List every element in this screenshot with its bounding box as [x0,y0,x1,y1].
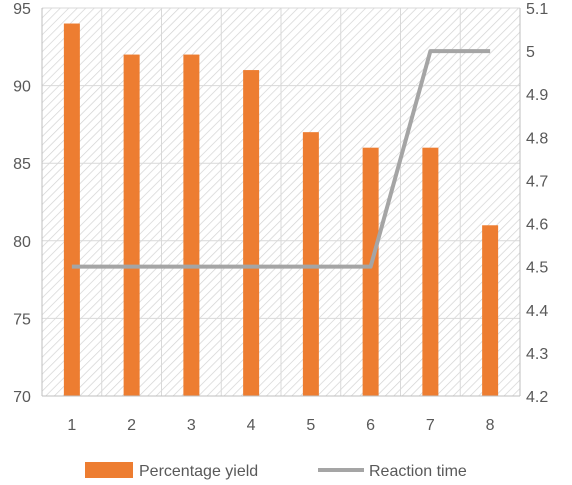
y-left-tick-label: 85 [13,156,31,173]
y-right-tick-label: 4.4 [526,303,548,320]
y-left-tick-label: 95 [13,1,31,18]
y-right-tick-label: 4.7 [526,173,548,190]
bar [183,54,200,397]
y-left-tick-label: 90 [13,79,31,96]
y-right-tick-label: 4.3 [526,346,548,363]
series-line-reaction-time [71,49,491,269]
bar-series [63,23,499,397]
y-left-tick-label: 80 [13,234,31,251]
y-left-tick-label: 70 [13,389,31,406]
legend: Percentage yield Reaction time [85,462,467,480]
bar [243,70,260,396]
x-tick-label: 2 [127,417,136,434]
x-tick-label: 7 [426,417,435,434]
x-tick-label: 4 [247,417,256,434]
line-series [71,49,491,269]
axes: 7075808590954.24.34.44.54.64.74.84.955.1… [13,1,548,434]
y-right-tick-label: 5 [526,44,535,61]
y-right-tick-label: 4.5 [526,260,548,277]
x-tick-label: 1 [67,417,76,434]
bar [422,147,439,396]
x-tick-label: 3 [187,417,196,434]
bar [482,225,499,396]
bar [362,147,379,396]
y-right-tick-label: 4.9 [526,87,548,104]
x-tick-label: 5 [306,417,315,434]
legend-bar-swatch [85,462,133,478]
bar [63,23,80,397]
y-right-tick-label: 4.8 [526,130,548,147]
x-tick-label: 6 [366,417,375,434]
legend-bar-label: Percentage yield [139,463,258,480]
x-tick-label: 8 [486,417,495,434]
y-left-tick-label: 75 [13,311,31,328]
bar [302,132,319,396]
y-right-tick-label: 5.1 [526,1,548,18]
legend-line-label: Reaction time [369,463,467,480]
bar [123,54,140,397]
y-right-tick-label: 4.2 [526,389,548,406]
y-right-tick-label: 4.6 [526,217,548,234]
